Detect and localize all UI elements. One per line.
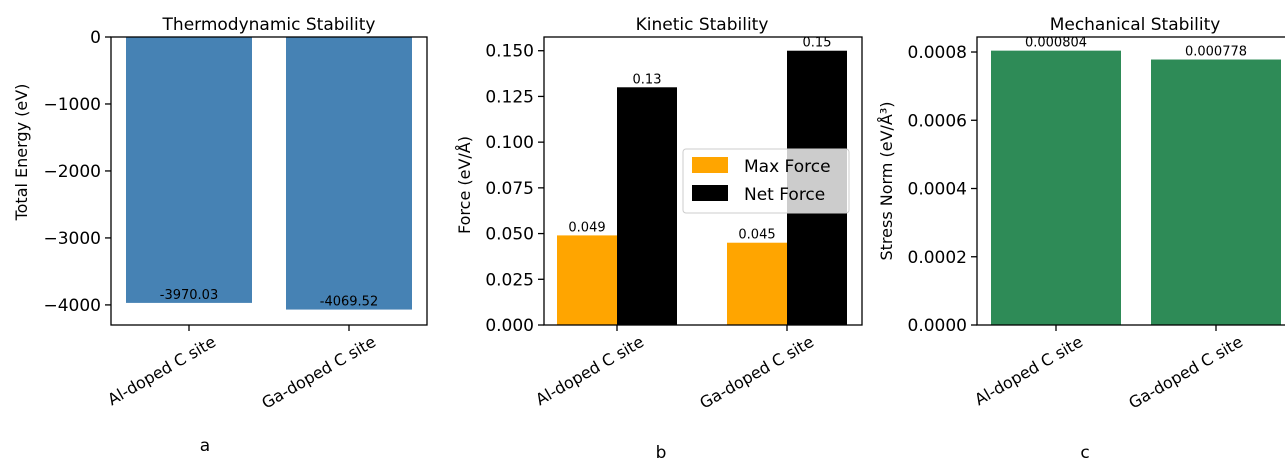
x-category-label: Al-doped C site [971,332,1086,409]
panel-label-a: a [200,436,210,456]
data-label: -4069.52 [320,295,378,310]
y-tick-label: 0.0006 [908,111,967,131]
y-tick-label: −2000 [43,162,101,182]
data-label: 0.000804 [1025,36,1087,51]
bar [286,37,412,310]
plot-frame-b [543,36,863,326]
data-label: 0.15 [803,36,832,51]
legend-swatch-max-force [692,157,728,173]
chart-thermodynamic: Thermodynamic Stability Total Energy (eV… [12,15,428,456]
x-category-label: Ga-doped C site [696,332,817,413]
chart-mechanical: Mechanical Stability Stress Norm (eV/Å³)… [877,15,1285,461]
panel-label-b: b [656,443,667,461]
y-tick-label: 0.000 [485,316,534,336]
data-label: -3970.03 [160,288,218,303]
x-category-label: Ga-doped C site [258,332,379,413]
y-tick-label: 0.150 [485,42,534,62]
y-tick-label: 0.100 [485,133,534,153]
y-tick-label: 0.050 [485,225,534,245]
y-axis-label-b: Force (eV/Å) [455,136,474,234]
y-axis-label-a: Total Energy (eV) [12,84,31,222]
y-tick-label: 0.0000 [908,316,967,336]
x-category-label: Ga-doped C site [1125,332,1246,413]
y-tick-label: 0.0008 [908,43,967,63]
y-ticks-b: 0.000 0.025 0.050 0.075 0.100 0.125 0.150 [485,42,544,336]
data-label: 0.049 [568,220,605,235]
x-categories-c: Al-doped C site Ga-doped C site [971,325,1246,413]
data-label: 0.13 [633,72,662,87]
data-label: 0.000778 [1185,45,1247,60]
legend-swatch-net-force [692,185,728,201]
y-tick-label: −4000 [43,296,101,316]
bars-b: 0.049 0.045 0.13 0.15 [557,36,847,326]
bar [991,50,1121,325]
y-tick-label: −1000 [43,95,101,115]
legend-label-max-force: Max Force [744,157,831,177]
plot-frame-a [110,36,428,326]
data-label: 0.045 [738,228,775,243]
panel-label-c: c [1080,443,1089,461]
chart-title-a: Thermodynamic Stability [162,15,376,35]
y-tick-label: 0.025 [485,270,534,290]
bar-max-force [727,242,787,325]
chart-title-b: Kinetic Stability [636,15,769,35]
plot-frame-c [976,36,1285,326]
bars-c: 0.000804 0.000778 [991,36,1281,325]
y-tick-label: 0.0004 [908,180,967,200]
y-ticks-a: 0 −1000 −2000 −3000 −4000 [43,28,111,316]
x-categories-a: Al-doped C site Ga-doped C site [104,325,379,413]
y-tick-label: 0 [90,28,101,48]
bar-net-force [617,87,677,326]
y-tick-label: 0.075 [485,179,534,199]
y-axis-label-c: Stress Norm (eV/Å³) [877,101,896,260]
x-category-label: Al-doped C site [104,332,219,409]
x-category-label: Al-doped C site [532,332,647,409]
chart-title-c: Mechanical Stability [1050,15,1221,35]
legend: Max Force Net Force [682,148,850,214]
x-categories-b: Al-doped C site Ga-doped C site [532,325,817,413]
y-tick-label: 0.0002 [908,248,967,268]
bars-a: -3970.03 -4069.52 [126,37,412,310]
legend-label-net-force: Net Force [744,185,825,205]
bar [1151,59,1281,325]
y-tick-label: −3000 [43,229,101,249]
chart-kinetic: Kinetic Stability Force (eV/Å) 0.000 0.02… [455,15,863,461]
y-ticks-c: 0.0000 0.0002 0.0004 0.0006 0.0008 [908,43,977,336]
y-tick-label: 0.125 [485,87,534,107]
bar [126,37,252,303]
bar-max-force [557,235,617,325]
